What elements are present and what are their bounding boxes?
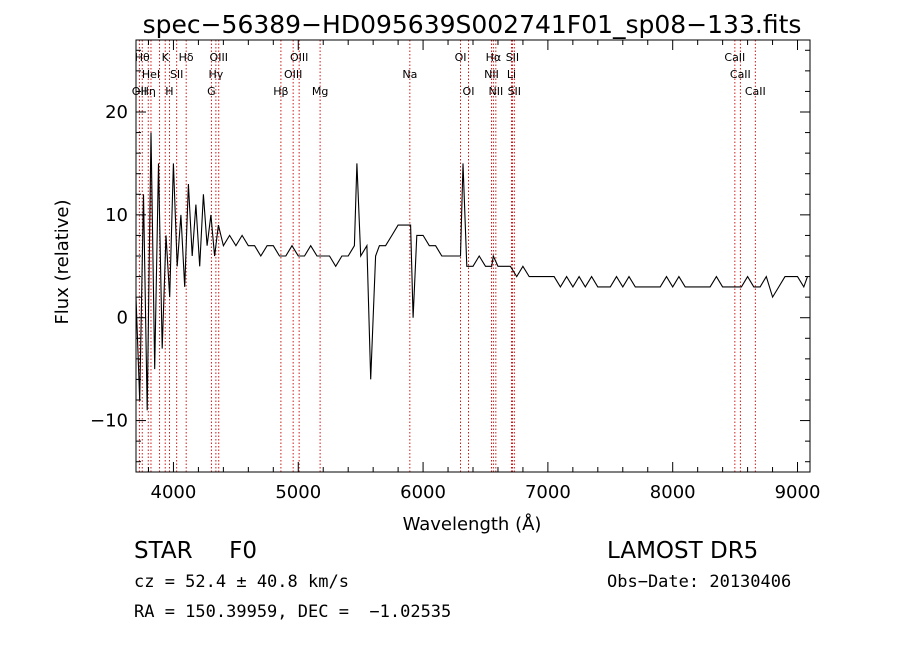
y-tick-label: 0 xyxy=(117,308,128,329)
line-label-11: OIII xyxy=(210,51,228,64)
line-label-12: Hβ xyxy=(273,85,288,98)
line-label-9: G xyxy=(207,85,216,98)
object-class: STAR F0 xyxy=(134,538,257,564)
line-label-8: Hδ xyxy=(179,51,194,64)
line-label-24: SII xyxy=(508,85,521,98)
line-label-2: Hη xyxy=(141,85,156,98)
line-label-3: HeI xyxy=(142,68,160,81)
survey-name: LAMOST DR5 xyxy=(607,538,759,564)
coordinates: RA = 150.39959, DEC = −1.02535 xyxy=(134,602,452,622)
y-tick-label: 20 xyxy=(105,102,128,123)
line-label-7: SII xyxy=(170,68,183,81)
line-label-13: OIII xyxy=(284,68,302,81)
line-label-23: SII xyxy=(506,51,519,64)
line-label-25: CaII xyxy=(724,51,745,64)
x-axis-label: Wavelength (Å) xyxy=(403,513,542,535)
y-axis-ticks: −10 0 10 20 xyxy=(90,49,810,463)
line-label-26: CaII xyxy=(730,68,751,81)
line-label-19: NII xyxy=(484,68,499,81)
x-axis-ticks: 4000 5000 6000 7000 8000 9000 xyxy=(147,40,821,503)
redshift-velocity: cz = 52.4 ± 40.8 km/s xyxy=(134,572,349,592)
x-tick-label: 4000 xyxy=(151,482,197,503)
line-label-5: K xyxy=(162,51,170,64)
line-label-21: NII xyxy=(488,85,503,98)
line-label-18: OI xyxy=(463,85,475,98)
line-label-17: OI xyxy=(455,51,467,64)
observation-date: Obs−Date: 20130406 xyxy=(607,572,792,592)
x-tick-label: 9000 xyxy=(775,482,821,503)
x-tick-label: 6000 xyxy=(400,482,446,503)
spectrum-line xyxy=(135,132,809,411)
chart-title: spec−56389−HD095639S002741F01_sp08−133.f… xyxy=(143,10,802,39)
line-label-10: Hγ xyxy=(208,68,223,81)
line-label-16: Na xyxy=(402,68,417,81)
y-tick-label: 10 xyxy=(105,205,128,226)
line-label-14: OIII xyxy=(290,51,308,64)
y-tick-label: −10 xyxy=(90,411,128,432)
y-axis-label: Flux (relative) xyxy=(52,199,73,324)
line-label-15: Mg xyxy=(312,85,328,98)
line-label-20: Hα xyxy=(486,51,502,64)
x-tick-label: 5000 xyxy=(275,482,321,503)
line-label-27: CaII xyxy=(745,85,766,98)
emission-line-labels: OIIHθHηHeIKHSIIHδGHγOIIIHβOIIIOIIIMgNaOI… xyxy=(132,51,766,98)
line-label-22: Li xyxy=(507,68,516,81)
plot-frame xyxy=(135,39,811,473)
x-tick-label: 7000 xyxy=(525,482,571,503)
line-label-6: H xyxy=(165,85,173,98)
line-label-1: Hθ xyxy=(135,51,150,64)
x-tick-label: 8000 xyxy=(650,482,696,503)
